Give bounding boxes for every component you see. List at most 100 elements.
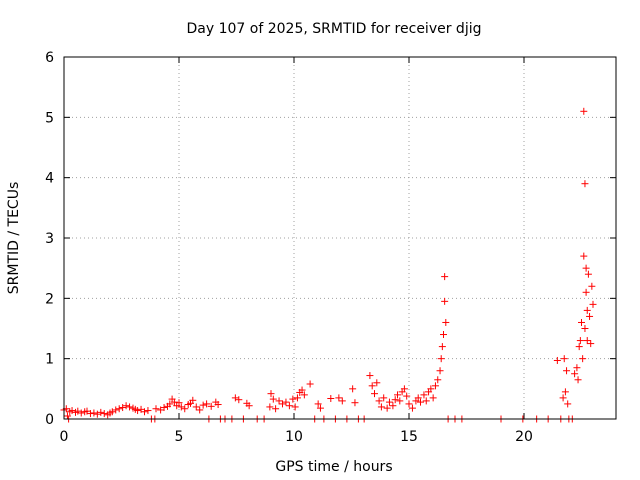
data-point (100, 410, 108, 418)
data-point (559, 394, 567, 402)
data-point (366, 372, 374, 380)
data-point (112, 406, 120, 414)
data-point (231, 394, 239, 402)
data-point (203, 400, 211, 408)
data-point (440, 331, 447, 339)
data-point (269, 395, 277, 403)
data-point (289, 395, 297, 403)
data-point (408, 404, 416, 412)
data-point (564, 400, 572, 408)
data-point (266, 403, 274, 411)
data-point (279, 400, 286, 408)
data-point (68, 407, 76, 415)
data-point (86, 410, 94, 418)
data-point (391, 396, 399, 404)
data-point (63, 412, 71, 420)
data-point (77, 409, 85, 417)
data-point (441, 297, 449, 305)
data-point (267, 390, 275, 398)
data-point (583, 337, 591, 345)
y-tick-label: 3 (45, 231, 54, 247)
data-point (553, 356, 561, 364)
data-point (579, 355, 587, 363)
data-point (192, 403, 200, 411)
data-point (574, 376, 582, 384)
data-point (586, 312, 594, 320)
data-point (396, 397, 404, 405)
data-point (291, 403, 299, 411)
data-point (576, 337, 584, 345)
chart-title: Day 107 of 2025, SRMTID for receiver dji… (187, 21, 482, 37)
data-point (300, 391, 308, 399)
y-tick-label: 4 (45, 171, 54, 187)
data-point (422, 397, 430, 405)
data-point (377, 403, 385, 411)
data-point (400, 385, 408, 393)
data-point (587, 340, 595, 348)
data-point (380, 394, 388, 402)
data-point (126, 403, 134, 411)
data-point (298, 386, 306, 394)
data-point (427, 385, 435, 393)
data-point (214, 401, 222, 409)
data-point (429, 394, 437, 402)
data-point (144, 407, 152, 415)
data-point (389, 402, 397, 410)
data-point (588, 282, 596, 290)
data-point (581, 325, 589, 332)
data-point (560, 355, 568, 363)
data-point (327, 394, 335, 402)
data-point (196, 406, 204, 414)
x-axis-label: GPS time / hours (275, 459, 392, 475)
data-point (199, 401, 207, 409)
data-point (375, 397, 383, 405)
data-point (175, 399, 183, 407)
data-point (90, 409, 98, 417)
y-tick-label: 5 (45, 110, 54, 126)
data-point (97, 408, 105, 416)
data-point (578, 318, 585, 326)
data-point (371, 390, 378, 398)
data-point (434, 376, 442, 384)
data-point (441, 273, 449, 281)
data-point (580, 107, 588, 115)
data-point (368, 382, 376, 390)
data-point (170, 398, 178, 406)
y-tick-label: 1 (45, 352, 54, 368)
data-point (293, 394, 301, 402)
data-point (583, 306, 591, 314)
data-point (420, 391, 428, 399)
data-point (181, 405, 189, 413)
y-axis-label: SRMTID / TECUs (6, 182, 22, 295)
data-point (581, 180, 589, 188)
data-point (152, 405, 160, 413)
data-point (575, 343, 583, 351)
data-point (207, 402, 215, 410)
data-point (119, 404, 127, 412)
x-tick-label: 10 (285, 429, 303, 445)
data-point (316, 404, 324, 412)
data-point (272, 405, 280, 413)
data-point (335, 394, 343, 402)
data-point (403, 392, 411, 400)
data-point (385, 398, 393, 406)
x-tick-label: 20 (515, 429, 533, 445)
x-tick-label: 15 (400, 429, 418, 445)
data-point (314, 400, 322, 408)
data-point (438, 343, 446, 351)
data-point (405, 400, 413, 408)
data-point (442, 318, 450, 326)
y-tick-label: 6 (45, 50, 54, 66)
y-tick-label: 2 (45, 291, 54, 307)
data-point (108, 408, 116, 416)
x-tick-label: 0 (60, 429, 69, 445)
data-point (74, 407, 82, 415)
data-point (561, 388, 569, 396)
data-point (275, 397, 283, 405)
data-point (115, 405, 123, 413)
axis-ticks: 0 5 10 15 20 0 1 2 3 4 5 6 (45, 50, 616, 445)
data-point (383, 404, 391, 412)
data-point (351, 399, 359, 407)
data-point (141, 408, 148, 416)
